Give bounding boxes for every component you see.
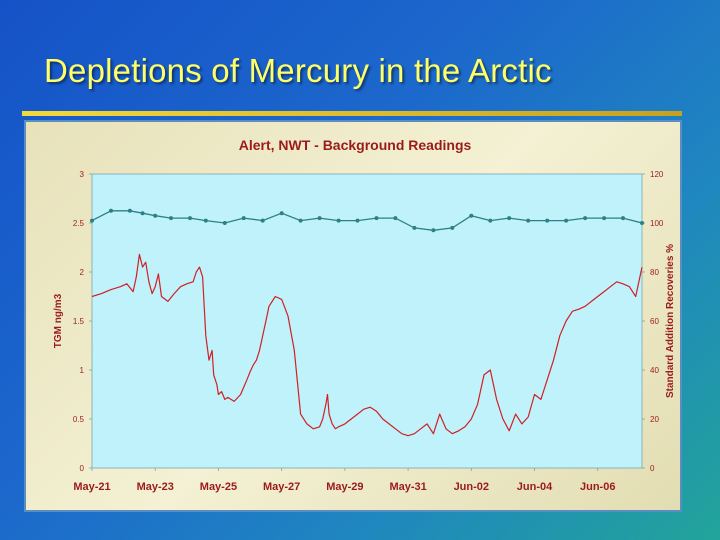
right-tick-label: 60 — [650, 317, 659, 326]
recovery-point — [431, 228, 436, 233]
recovery-point — [602, 216, 607, 221]
x-tick-label: May-31 — [389, 481, 426, 493]
recovery-point — [488, 218, 493, 223]
x-tick-label: Jun-02 — [454, 481, 489, 493]
recovery-point — [545, 218, 550, 223]
chart-title: Alert, NWT - Background Readings — [239, 137, 472, 153]
recovery-point — [317, 216, 322, 221]
recovery-point — [621, 216, 625, 221]
line-chart: Alert, NWT - Background Readings 0 0.5 1 1.… — [53, 137, 676, 493]
left-tick-label: 2 — [80, 268, 85, 277]
left-tick-label: 2.5 — [73, 219, 85, 228]
recovery-point — [526, 218, 531, 223]
left-tick-label: 1 — [80, 366, 85, 375]
recovery-point — [169, 216, 173, 221]
y2-axis-label: Standard Addition Recoveries % — [665, 244, 676, 398]
x-tick-label: May-23 — [137, 481, 174, 493]
recovery-point — [450, 225, 455, 230]
recovery-point — [279, 211, 284, 216]
x-tick-label: Jun-04 — [517, 481, 553, 493]
right-tick-label: 20 — [650, 415, 659, 424]
recovery-point — [188, 216, 192, 221]
recovery-point — [260, 218, 265, 223]
recovery-point — [412, 225, 417, 230]
title-underline — [22, 111, 682, 116]
right-tick-label: 120 — [650, 170, 664, 179]
left-tick-label: 0 — [80, 464, 85, 473]
right-tick-label: 100 — [650, 219, 664, 228]
right-tick-label: 40 — [650, 366, 659, 375]
chart-panel: Alert, NWT - Background Readings 0 0.5 1 1.… — [24, 120, 682, 512]
y-axis-label: TGM ng/m3 — [53, 293, 64, 348]
left-tick-label: 1.5 — [73, 317, 85, 326]
recovery-point — [298, 218, 303, 223]
x-tick-label: Jun-06 — [580, 481, 615, 493]
recovery-point — [564, 218, 569, 223]
right-axis-ticks: 0 20 40 60 80 100 120 — [642, 170, 664, 473]
recovery-point — [153, 213, 158, 218]
right-tick-label: 0 — [650, 464, 655, 473]
recovery-point — [393, 216, 398, 221]
left-axis-ticks: 0 0.5 1 1.5 2 2.5 3 — [73, 170, 92, 473]
recovery-point — [374, 216, 379, 221]
x-tick-label: May-27 — [263, 481, 300, 493]
x-tick-label: May-29 — [326, 481, 363, 493]
recovery-point — [583, 216, 588, 221]
plot-area — [91, 173, 643, 469]
recovery-point — [90, 218, 94, 223]
slide-title: Depletions of Mercury in the Arctic — [44, 52, 552, 89]
recovery-point — [355, 218, 360, 223]
tgm-series-line — [91, 253, 643, 437]
series-layer — [90, 208, 644, 437]
recovery-point — [127, 208, 132, 213]
recovery-point — [507, 216, 512, 221]
x-tick-label: May-21 — [73, 481, 110, 493]
recovery-point — [109, 208, 113, 213]
recovery-point — [640, 221, 644, 225]
recovery-point — [222, 221, 227, 225]
left-tick-label: 0.5 — [73, 415, 85, 424]
recovery-point — [203, 218, 208, 223]
recovery-point — [336, 218, 341, 223]
right-tick-label: 80 — [650, 268, 659, 277]
left-tick-label: 3 — [80, 170, 85, 179]
x-tick-label: May-25 — [200, 481, 237, 493]
recovery-point — [241, 216, 246, 221]
recovery-point — [140, 211, 145, 216]
recovery-point — [469, 213, 474, 218]
x-axis-ticks: May-21 May-23 May-25 May-27 May-29 May-31 Jun-… — [73, 468, 615, 493]
